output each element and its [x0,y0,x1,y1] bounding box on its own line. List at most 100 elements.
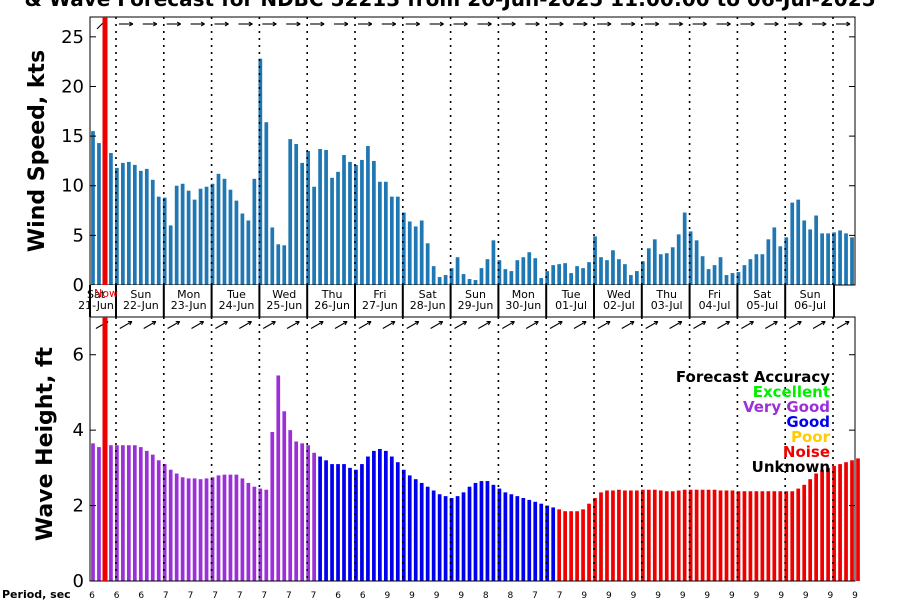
day-date: 28-Jun [410,299,446,312]
wave-direction-arrow-head [510,320,515,326]
wave-bar [168,469,173,581]
legend-title: Forecast Accuracy [676,368,830,386]
day-of-week: Sat [753,288,772,301]
wave-direction-arrow [812,321,826,329]
wind-bar [664,253,669,285]
day-date: 24-Jun [219,299,255,312]
wind-bar [336,171,340,285]
wave-bar [431,490,436,581]
wind-bar [479,268,484,285]
wave-bar [593,498,597,581]
wind-bar [527,252,532,285]
wave-direction-arrow [334,321,348,329]
wind-bar [126,161,131,285]
wind-bar [611,250,615,285]
wind-bar [760,254,765,285]
period-value: 6 [138,591,144,600]
wind-direction-arrow-head [846,21,851,27]
wave-bar [437,494,442,581]
wave-bar [808,479,813,581]
wave-bar [174,473,179,581]
wind-bar [366,146,370,285]
wind-bar [443,275,448,285]
wind-bar [413,226,418,285]
wave-bar [97,447,101,581]
wave-bar [162,464,167,581]
wind-bar [91,131,95,285]
wind-bar [144,168,149,285]
wave-bar [234,474,239,581]
wind-bar [766,239,771,285]
wind-bar [121,162,125,285]
day-of-week: Fri [373,288,386,301]
wind-direction-arrow-head [176,21,181,27]
day-of-week: Mon [177,288,200,301]
wave-direction-arrow-head [558,320,563,326]
wind-bar [109,152,113,285]
wave-direction-arrow [597,321,611,329]
wave-y-tick-label: 4 [73,420,84,441]
wave-bar [276,375,281,581]
wave-bar [204,478,209,581]
wind-bar [826,233,830,285]
wave-direction-arrow-head [701,320,707,326]
period-value: 9 [704,591,710,600]
period-value: 7 [286,591,292,600]
wave-bar [144,450,149,581]
now-marker: Now [94,17,118,581]
wave-direction-arrow [669,321,683,329]
wind-direction-arrow-head [344,21,349,27]
wind-bar [282,245,287,285]
wind-bar [539,278,544,285]
wave-bar [521,498,526,581]
wave-bar [479,481,484,581]
wave-direction-arrow [358,321,372,329]
wind-bar [718,257,723,285]
wind-bar [204,186,209,285]
wave-direction-arrow [717,321,730,329]
wind-direction-arrow-head [153,21,158,27]
wind-bar [312,186,316,285]
wave-bar [222,474,227,581]
wave-bar [91,443,95,581]
wave-direction-arrow [430,321,443,329]
chart-title: & Wave Forecast for NDBC 52213 from 20-J… [24,0,875,11]
wind-day-separators [115,17,834,285]
wave-bar [563,511,567,581]
wind-bar [778,246,783,285]
wave-bar [300,443,305,581]
period-value: 6 [360,591,366,600]
wind-bar [503,269,508,285]
wave-bar [682,489,687,581]
period-value: 9 [754,591,760,600]
wind-y-tick-label: 20 [61,76,84,97]
wind-bar [132,164,137,285]
day-of-week: Sun [800,288,821,301]
wave-bar [736,491,741,581]
wind-bar [676,234,681,285]
day-date: 03-Jul [651,299,683,312]
day-date: 01-Jul [555,299,587,312]
wind-bar [473,280,478,285]
wind-bar [784,237,789,285]
wave-bar [389,456,394,581]
wind-bar [174,185,179,285]
legend-item: Good [786,413,830,431]
wave-direction-arrow-head [127,320,133,326]
wind-bar [342,154,346,285]
wind-bar [288,139,293,285]
wind-direction-arrow-head [392,21,397,27]
wind-bar [318,149,322,285]
wave-direction-arrow-head [151,320,157,326]
wave-direction-arrow-head [821,320,826,326]
wave-bar [670,491,675,581]
wave-bar [515,496,520,581]
wind-bar [730,273,735,285]
wave-bar [820,469,824,581]
wind-bar [820,233,824,285]
wave-direction-arrow [215,321,228,329]
wave-direction-arrow-head [653,320,659,326]
day-of-week: Thu [655,288,677,301]
day-date: 26-Jun [314,299,350,312]
